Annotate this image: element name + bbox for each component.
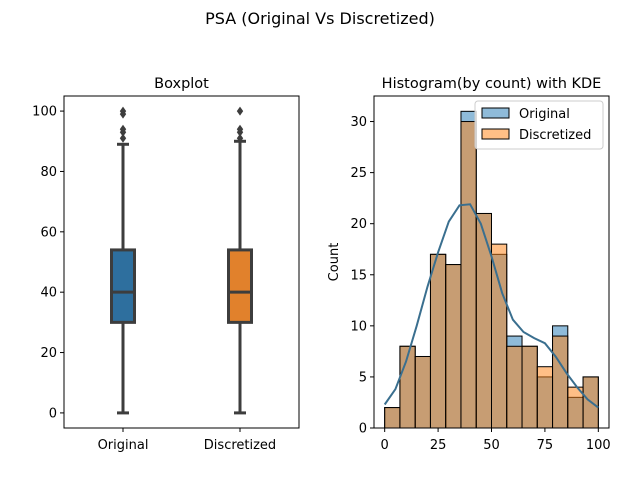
y-tick-label: 40 bbox=[40, 286, 57, 301]
legend-swatch-original bbox=[481, 107, 510, 119]
box-outlier bbox=[119, 133, 127, 143]
y-tick-label: 5 bbox=[359, 370, 367, 385]
x-tick-label: 75 bbox=[537, 438, 554, 453]
y-tick-label: 0 bbox=[359, 422, 367, 437]
box-outlier bbox=[236, 133, 244, 143]
histogram-bar bbox=[414, 355, 431, 429]
y-tick-label: 30 bbox=[350, 115, 367, 130]
x-tick-label: 25 bbox=[430, 438, 447, 453]
series-discretized bbox=[384, 121, 599, 429]
histogram-bar bbox=[445, 264, 462, 429]
legend-swatch-discretized bbox=[481, 128, 510, 140]
histogram-title: Histogram(by count) with KDE bbox=[382, 76, 602, 92]
histogram-bar bbox=[536, 366, 554, 429]
boxplot-panel: Boxplot 0 20 40 60 80 100 Original Discretized bbox=[32, 76, 300, 453]
legend-label-original: Original bbox=[519, 107, 570, 122]
x-tick-label: 0 bbox=[381, 438, 389, 453]
histogram-bar bbox=[491, 243, 508, 429]
histogram-bar bbox=[460, 121, 477, 429]
y-tick-label: 0 bbox=[49, 406, 57, 421]
box-discretized bbox=[227, 106, 253, 415]
box-outlier bbox=[119, 124, 127, 134]
box-outlier bbox=[119, 106, 127, 116]
histogram-bar bbox=[506, 345, 523, 429]
x-tick-label: 100 bbox=[586, 438, 611, 453]
legend-label-discretized: Discretized bbox=[519, 128, 591, 143]
kde-line bbox=[383, 203, 599, 409]
y-tick-label: 15 bbox=[350, 268, 367, 283]
histogram-bar bbox=[429, 253, 447, 429]
legend: Original Discretized bbox=[474, 100, 604, 150]
x-tick-label: Discretized bbox=[204, 438, 276, 453]
histogram-plot-area: 0 5 10 15 20 25 30 0 25 50 75 100 Original Discretize… bbox=[350, 95, 611, 453]
histogram-bar bbox=[475, 212, 493, 429]
y-tick-label: 25 bbox=[350, 166, 367, 181]
y-tick-label: 100 bbox=[32, 105, 57, 120]
histogram-bar bbox=[384, 407, 401, 429]
histogram-bar bbox=[552, 335, 569, 429]
box-outlier bbox=[236, 124, 244, 134]
histogram-ylabel: Count bbox=[327, 243, 342, 282]
y-tick-label: 10 bbox=[350, 319, 367, 334]
x-tick-label: 50 bbox=[483, 438, 500, 453]
boxplot-plot-area: 0 20 40 60 80 100 Original Discretized bbox=[32, 95, 300, 453]
box-iqr bbox=[110, 248, 136, 324]
boxplot-title: Boxplot bbox=[154, 76, 209, 92]
figure-suptitle: PSA (Original Vs Discretized) bbox=[205, 9, 435, 28]
box-original bbox=[110, 106, 136, 415]
x-tick-label: Original bbox=[98, 438, 149, 453]
boxplot-frame bbox=[63, 95, 300, 429]
y-tick-label: 20 bbox=[350, 217, 367, 232]
histogram-bar bbox=[567, 386, 584, 429]
y-tick-label: 60 bbox=[40, 225, 57, 240]
y-tick-label: 80 bbox=[40, 165, 57, 180]
histogram-bar bbox=[521, 345, 538, 429]
box-iqr bbox=[227, 248, 253, 324]
y-tick-label: 20 bbox=[40, 346, 57, 361]
box-outlier bbox=[236, 106, 244, 116]
histogram-panel: Histogram(by count) with KDE Count 0 5 10 1… bbox=[327, 76, 611, 453]
